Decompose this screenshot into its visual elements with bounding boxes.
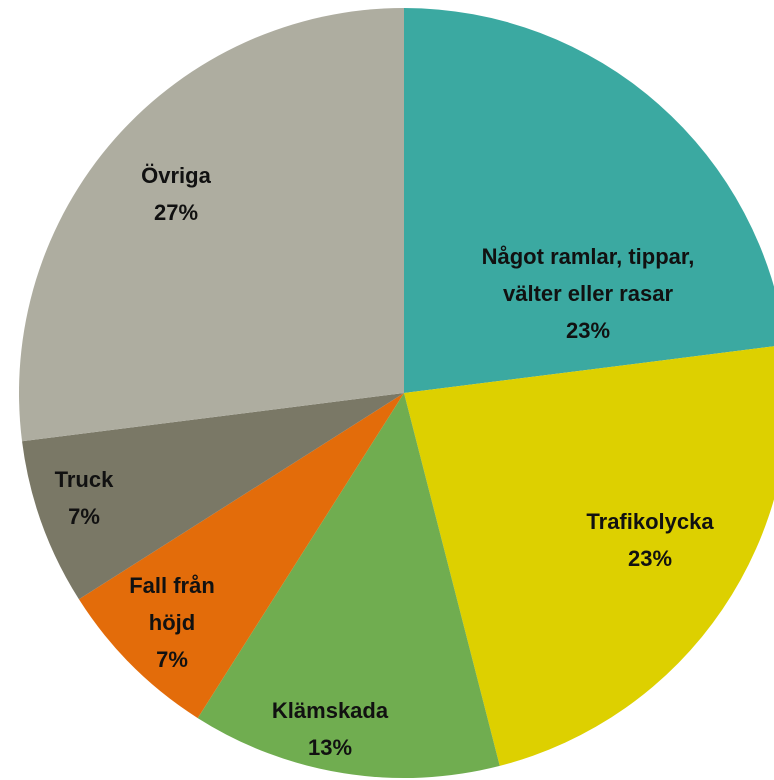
slice-label: Trafikolycka bbox=[586, 509, 714, 534]
slice-label: Klämskada bbox=[272, 698, 389, 723]
slice-label: Något ramlar, tippar, välter eller rasar bbox=[482, 244, 695, 306]
pie-slice bbox=[404, 346, 774, 766]
pie-slice bbox=[404, 8, 774, 393]
pie-slice bbox=[22, 393, 405, 600]
slice-label: Truck bbox=[55, 467, 114, 492]
pie-slice bbox=[78, 393, 404, 719]
slice-value-label: 27% bbox=[154, 200, 198, 225]
slice-value-label: 23% bbox=[628, 546, 672, 571]
slice-value-label: 7% bbox=[156, 647, 188, 672]
slice-value-label: 23% bbox=[566, 318, 610, 343]
slice-label: Övriga bbox=[141, 163, 211, 188]
slice-value-label: 7% bbox=[68, 504, 100, 529]
pie-slice bbox=[18, 8, 404, 442]
slice-label: Fall från höjd bbox=[129, 573, 215, 635]
pie-slice bbox=[197, 393, 500, 778]
slice-value-label: 13% bbox=[308, 735, 352, 760]
